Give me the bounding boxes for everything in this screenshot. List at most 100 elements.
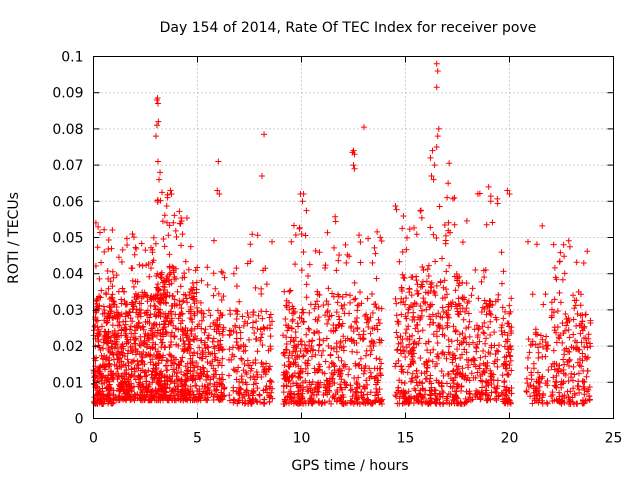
data-point <box>339 305 346 312</box>
data-point <box>335 368 342 375</box>
data-point <box>506 388 513 395</box>
data-point <box>133 245 140 252</box>
data-point <box>167 187 174 194</box>
data-point <box>529 291 536 298</box>
data-point <box>542 338 549 345</box>
data-point <box>463 325 470 332</box>
data-point <box>106 304 113 311</box>
data-point <box>315 347 322 354</box>
data-point <box>477 377 484 384</box>
data-point <box>454 395 461 402</box>
data-point <box>298 230 305 237</box>
data-point <box>457 355 464 362</box>
data-point <box>392 202 399 209</box>
data-point <box>448 338 455 345</box>
data-point <box>177 335 184 342</box>
data-point <box>94 244 101 251</box>
data-point <box>132 340 139 347</box>
data-point <box>430 319 437 326</box>
data-point <box>162 279 169 286</box>
data-point <box>570 363 577 370</box>
data-point <box>418 214 425 221</box>
data-point <box>358 300 365 307</box>
data-point <box>283 346 290 353</box>
data-point <box>251 329 258 336</box>
data-point <box>233 315 240 322</box>
data-point <box>575 370 582 377</box>
data-point <box>254 232 261 239</box>
data-point <box>175 315 182 322</box>
data-point <box>527 342 534 349</box>
y-tick-label: 0.08 <box>52 122 83 138</box>
data-point <box>188 326 195 333</box>
data-point <box>438 368 445 375</box>
data-point <box>543 345 550 352</box>
data-point <box>567 374 574 381</box>
data-point <box>187 303 194 310</box>
data-point <box>532 388 539 395</box>
data-point <box>350 400 357 407</box>
data-point <box>378 397 385 404</box>
data-point <box>110 297 117 304</box>
data-point <box>556 289 563 296</box>
data-point <box>356 232 363 239</box>
data-point <box>160 320 167 327</box>
data-point <box>551 324 558 331</box>
data-point <box>263 360 270 367</box>
data-point <box>436 203 443 210</box>
data-point <box>434 351 441 358</box>
data-point <box>418 370 425 377</box>
data-point <box>252 284 259 291</box>
data-point <box>463 280 470 287</box>
data-point <box>344 251 351 258</box>
data-point <box>411 224 418 231</box>
data-point <box>442 240 449 247</box>
data-point <box>362 384 369 391</box>
data-point <box>582 335 589 342</box>
data-point <box>533 241 540 248</box>
data-point <box>573 259 580 266</box>
data-point <box>103 291 110 298</box>
data-point <box>332 213 339 220</box>
data-point <box>330 371 337 378</box>
data-point <box>166 318 173 325</box>
x-tick-label: 10 <box>293 431 311 447</box>
data-point <box>433 144 440 150</box>
data-point <box>323 385 330 392</box>
data-point <box>172 227 179 234</box>
data-point <box>137 384 144 391</box>
data-point <box>392 295 399 302</box>
data-point <box>501 308 508 315</box>
data-point <box>399 400 406 407</box>
data-point <box>257 399 264 406</box>
data-point <box>504 336 511 343</box>
data-point <box>161 380 168 387</box>
data-point <box>111 298 118 305</box>
data-point <box>555 368 562 375</box>
data-point <box>238 356 245 363</box>
data-point <box>205 332 212 339</box>
data-point <box>213 328 220 335</box>
data-point <box>454 383 461 390</box>
data-point <box>118 380 125 387</box>
data-point <box>537 332 544 339</box>
data-point <box>183 334 190 341</box>
data-point <box>555 334 562 341</box>
data-point <box>142 386 149 393</box>
data-point <box>359 335 366 342</box>
data-point <box>462 372 469 379</box>
data-point <box>587 317 594 324</box>
data-point <box>163 385 170 392</box>
data-point <box>548 312 555 319</box>
data-point <box>419 327 426 334</box>
data-point <box>147 359 154 366</box>
data-point <box>375 394 382 401</box>
data-point <box>129 344 136 351</box>
data-point <box>289 316 296 323</box>
data-point <box>161 212 168 219</box>
data-point <box>243 387 250 394</box>
data-point <box>501 343 508 350</box>
data-point <box>338 302 345 309</box>
data-point <box>109 322 116 329</box>
data-point <box>339 320 346 327</box>
